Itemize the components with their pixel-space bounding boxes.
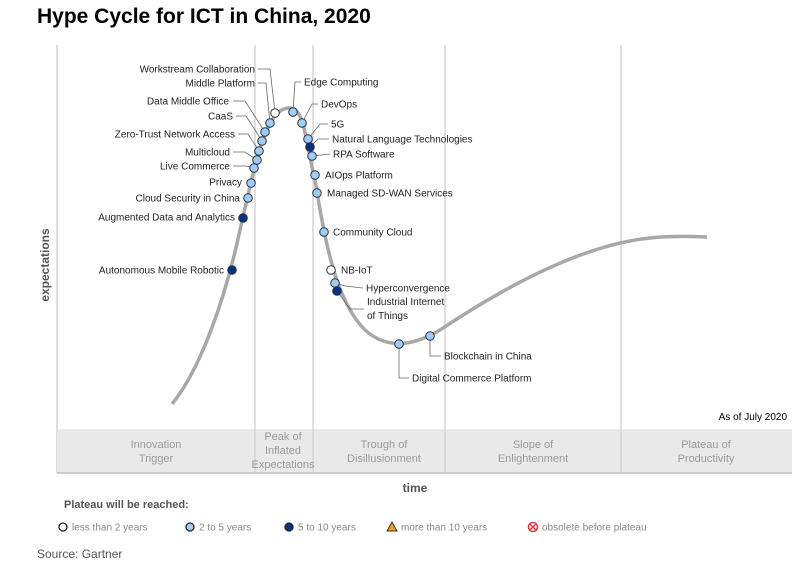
phase-label: Innovation — [131, 439, 182, 451]
legend-circle-icon — [284, 522, 294, 532]
technology-label: Blockchain in China — [444, 352, 532, 363]
leader-line — [307, 123, 328, 140]
technology-marker[interactable] — [394, 339, 404, 349]
technology-marker[interactable] — [332, 286, 342, 296]
technology-label: Industrial Internet of Things — [367, 297, 444, 322]
phase-label: Enlightenment — [498, 453, 568, 465]
source-note: Source: Gartner — [37, 547, 123, 561]
leader-line — [258, 82, 271, 124]
technology-marker[interactable] — [257, 136, 267, 146]
technology-marker[interactable] — [288, 107, 298, 117]
legend-circle-icon — [58, 522, 68, 532]
technology-marker[interactable] — [246, 178, 256, 188]
technology-label: Workstream Collaboration — [140, 65, 255, 76]
technology-marker[interactable] — [305, 142, 315, 152]
technology-marker[interactable] — [270, 108, 280, 118]
legend-obsolete-icon — [527, 521, 539, 533]
technology-label: NB-IoT — [341, 266, 373, 277]
technology-label: Edge Computing — [304, 78, 379, 89]
technology-label: Managed SD-WAN Services — [327, 189, 453, 200]
technology-label: Community Cloud — [333, 228, 412, 239]
y-axis-label: expectations — [38, 228, 52, 302]
phase-label: Disillusionment — [347, 453, 421, 465]
technology-marker[interactable] — [227, 265, 237, 275]
x-axis-label: time — [403, 481, 428, 495]
technology-marker[interactable] — [310, 170, 320, 180]
legend-label: obsolete before plateau — [542, 523, 647, 534]
technology-label: Middle Platform — [186, 79, 255, 90]
legend-label: more than 10 years — [401, 523, 487, 534]
legend-title: Plateau will be reached: — [64, 499, 189, 511]
phase-label: Expectations — [252, 459, 315, 471]
legend-label: 2 to 5 years — [199, 523, 251, 534]
legend-label: 5 to 10 years — [298, 523, 356, 534]
leader-line — [238, 133, 260, 152]
leader-line — [336, 290, 364, 310]
technology-marker[interactable] — [254, 146, 264, 156]
technology-label: Privacy — [209, 178, 242, 189]
leader-line — [258, 68, 276, 114]
legend-triangle-icon — [386, 520, 398, 532]
leader-line — [233, 151, 258, 161]
technology-label: AIOps Platform — [325, 171, 393, 182]
technology-marker[interactable] — [252, 155, 262, 165]
phase-label: Peak of — [264, 431, 302, 443]
technology-marker[interactable] — [307, 151, 317, 161]
technology-label: Natural Language Technologies — [332, 135, 472, 146]
technology-label: Autonomous Mobile Robotic — [99, 266, 224, 277]
technology-marker[interactable] — [260, 127, 270, 137]
phase-label: Plateau of — [681, 439, 731, 451]
technology-marker[interactable] — [238, 213, 248, 223]
phase-label: Trough of — [361, 439, 409, 451]
leader-line — [301, 103, 318, 124]
phase-label: Productivity — [678, 453, 735, 465]
leader-line — [236, 115, 263, 142]
technology-label: Digital Commerce Platform — [412, 374, 531, 385]
leader-line — [292, 81, 301, 113]
legend-circle-icon — [185, 522, 195, 532]
technology-label: Data Middle Office — [147, 97, 230, 108]
legend-label: less than 2 years — [72, 523, 148, 534]
as-of-date: As of July 2020 — [719, 412, 788, 423]
technology-label: Live Commerce — [160, 162, 230, 173]
technology-marker[interactable] — [312, 188, 322, 198]
leader-line — [233, 100, 266, 133]
technology-label: Cloud Security in China — [136, 194, 241, 205]
technology-label: DevOps — [321, 100, 357, 111]
phase-band — [57, 429, 792, 472]
phase-label: Slope of — [513, 439, 554, 451]
technology-marker[interactable] — [330, 278, 340, 288]
technology-label: Multicloud — [185, 148, 230, 159]
technology-marker[interactable] — [249, 163, 259, 173]
technology-marker[interactable] — [319, 227, 329, 237]
technology-marker[interactable] — [297, 118, 307, 128]
technology-label: Zero-Trust Network Access — [115, 130, 235, 141]
technology-marker[interactable] — [326, 265, 336, 275]
technology-label: RPA Software — [333, 150, 395, 161]
technology-label: CaaS — [208, 112, 233, 123]
page-title: Hype Cycle for ICT in China, 2020 — [37, 5, 371, 28]
technology-label: Hyperconvergence — [366, 284, 450, 295]
leader-line — [398, 344, 409, 379]
technology-label: Augmented Data and Analytics — [98, 213, 235, 224]
technology-marker[interactable] — [265, 118, 275, 128]
hype-curve — [170, 106, 708, 406]
phase-label: Inflated — [265, 445, 301, 457]
technology-label: 5G — [331, 120, 345, 131]
technology-marker[interactable] — [243, 193, 253, 203]
technology-marker[interactable] — [303, 134, 313, 144]
technology-marker[interactable] — [425, 331, 435, 341]
phase-label: Trigger — [139, 453, 174, 465]
leader-line — [429, 336, 441, 357]
